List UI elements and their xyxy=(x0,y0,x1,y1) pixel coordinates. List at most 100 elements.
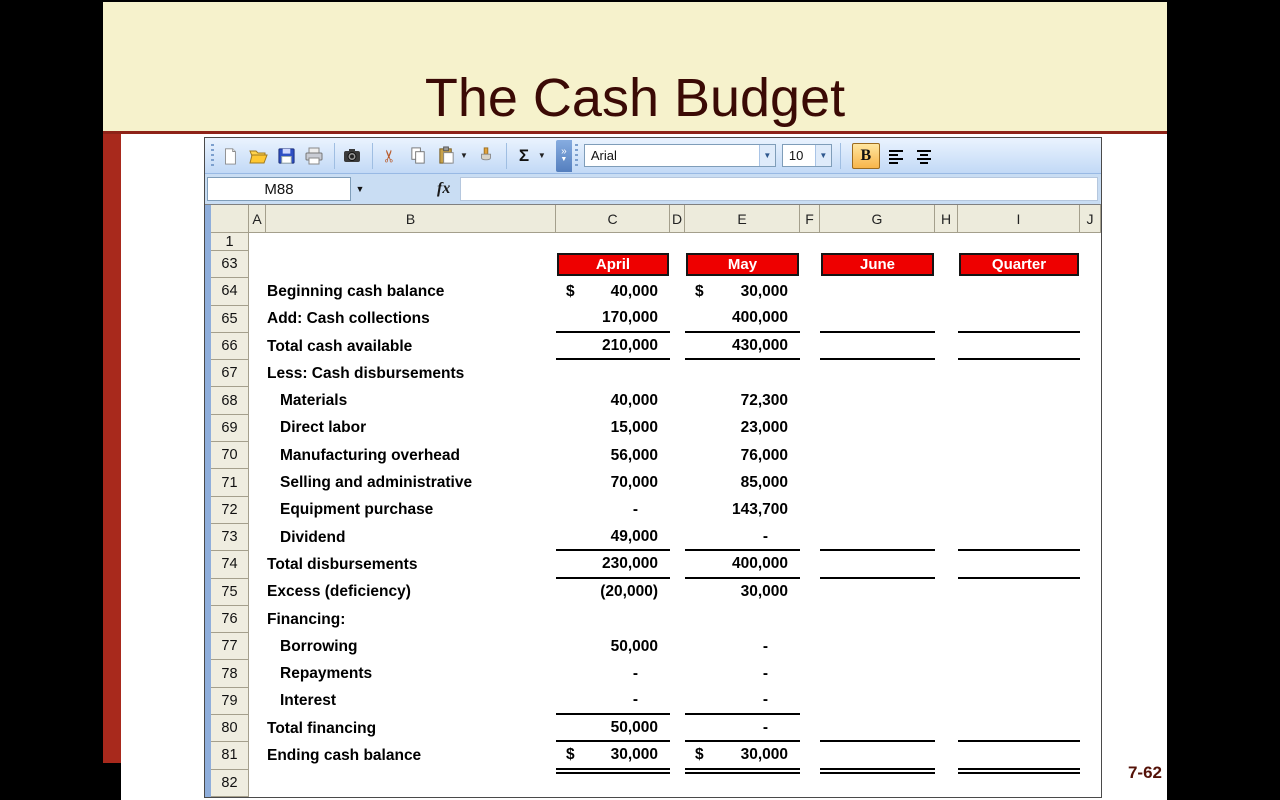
sheet-cell[interactable] xyxy=(1080,660,1101,687)
sheet-cell[interactable] xyxy=(820,415,935,442)
sheet-cell[interactable] xyxy=(1080,333,1101,360)
sheet-cell[interactable] xyxy=(1080,306,1101,333)
sheet-cell[interactable] xyxy=(958,360,1080,387)
column-header-cell[interactable]: D xyxy=(670,205,685,233)
sheet-cell[interactable] xyxy=(820,606,935,633)
sheet-cell[interactable]: - xyxy=(556,660,670,687)
sheet-cell-label[interactable]: Selling and administrative xyxy=(280,474,473,492)
row-header-cell[interactable]: 69 xyxy=(211,414,249,443)
sheet-cell[interactable] xyxy=(820,715,935,743)
sheet-cell[interactable]: $30,000 xyxy=(685,742,800,774)
sheet-cell[interactable] xyxy=(958,579,1080,606)
month-header-box[interactable]: June xyxy=(821,253,934,276)
sheet-cell[interactable] xyxy=(820,333,935,361)
font-name-dropdown-arrow[interactable]: ▼ xyxy=(758,145,775,166)
sheet-cell[interactable] xyxy=(935,524,958,551)
font-size-dropdown-arrow[interactable]: ▼ xyxy=(814,145,831,166)
sheet-cell[interactable] xyxy=(670,415,685,442)
sheet-cell[interactable] xyxy=(670,579,685,606)
sheet-cell[interactable] xyxy=(800,306,820,333)
sheet-cell[interactable] xyxy=(958,497,1080,524)
toolbar-options-button[interactable]: » ▼ xyxy=(555,139,572,172)
row-header-cell[interactable]: 78 xyxy=(211,660,249,688)
sheet-cell[interactable] xyxy=(1080,387,1101,414)
sheet-cell[interactable] xyxy=(556,606,670,633)
sheet-cell[interactable]: May xyxy=(685,251,800,278)
select-all-corner[interactable] xyxy=(211,205,249,233)
sheet-cell-label[interactable]: Direct labor xyxy=(280,419,367,437)
sheet-cell[interactable]: - xyxy=(556,497,670,524)
sheet-cell[interactable] xyxy=(958,524,1080,552)
sheet-cell[interactable] xyxy=(820,306,935,333)
sheet-cell[interactable] xyxy=(800,742,820,769)
sheet-cell[interactable] xyxy=(1080,633,1101,660)
sheet-cell[interactable]: 40,000 xyxy=(556,387,670,414)
sheet-cell[interactable] xyxy=(820,660,935,687)
sheet-cell[interactable] xyxy=(800,606,820,633)
row-header-cell[interactable]: 72 xyxy=(211,496,249,524)
toolbar-drag-handle[interactable] xyxy=(574,143,578,168)
sheet-cell-label[interactable]: Repayments xyxy=(280,665,373,683)
sheet-cell[interactable] xyxy=(958,715,1080,743)
sheet-cell[interactable]: 23,000 xyxy=(685,415,800,442)
sheet-cell[interactable] xyxy=(1080,360,1101,387)
sheet-cell[interactable] xyxy=(935,469,958,496)
sheet-cell-label[interactable]: Manufacturing overhead xyxy=(280,446,460,464)
sheet-cell-label[interactable]: Dividend xyxy=(280,528,346,546)
sheet-cell-label[interactable] xyxy=(249,770,556,797)
sheet-cell[interactable]: - xyxy=(556,688,670,716)
sheet-cell[interactable] xyxy=(1080,524,1101,551)
sheet-cell[interactable] xyxy=(958,415,1080,442)
sheet-cell[interactable] xyxy=(670,387,685,414)
sheet-cell[interactable] xyxy=(958,770,1080,797)
sheet-cell[interactable] xyxy=(800,579,820,606)
toolbar-drag-handle[interactable] xyxy=(211,143,214,168)
sheet-cell[interactable] xyxy=(556,360,670,387)
sheet-cell[interactable] xyxy=(800,660,820,687)
month-header-box[interactable]: Quarter xyxy=(959,253,1079,276)
sheet-cell[interactable] xyxy=(670,360,685,387)
sheet-cell[interactable] xyxy=(800,551,820,578)
sheet-cell[interactable] xyxy=(670,306,685,333)
sheet-cell[interactable] xyxy=(1080,606,1101,633)
sheet-cell[interactable] xyxy=(935,497,958,524)
sheet-cell[interactable]: 50,000 xyxy=(556,633,670,660)
row-header-cell[interactable]: 73 xyxy=(211,523,249,552)
sheet-cell[interactable] xyxy=(935,688,958,715)
sheet-cell[interactable]: 70,000 xyxy=(556,469,670,496)
paste-icon[interactable] xyxy=(436,146,456,166)
insert-function-icon[interactable]: fx xyxy=(437,180,451,197)
sheet-cell-label[interactable] xyxy=(249,251,556,278)
sheet-cell[interactable] xyxy=(958,633,1080,660)
sheet-cell[interactable]: 49,000 xyxy=(556,524,670,552)
month-header-box[interactable]: April xyxy=(557,253,669,276)
sheet-cell[interactable]: 15,000 xyxy=(556,415,670,442)
sheet-cell[interactable]: $40,000 xyxy=(556,278,670,305)
sheet-cell[interactable] xyxy=(935,306,958,333)
sheet-cell[interactable] xyxy=(685,360,800,387)
row-header-cell[interactable]: 76 xyxy=(211,605,249,634)
sheet-cell[interactable] xyxy=(1080,688,1101,715)
sheet-cell[interactable] xyxy=(820,524,935,552)
column-header-cell[interactable]: A xyxy=(249,205,266,233)
sheet-cell[interactable]: - xyxy=(685,715,800,743)
sheet-cell[interactable] xyxy=(820,633,935,660)
sheet-cell[interactable] xyxy=(935,278,958,305)
sheet-cell[interactable]: 30,000 xyxy=(685,579,800,606)
sheet-cell[interactable]: June xyxy=(820,251,935,278)
month-header-box[interactable]: May xyxy=(686,253,799,276)
sheet-cell[interactable] xyxy=(800,469,820,496)
sheet-cell[interactable]: 56,000 xyxy=(556,442,670,469)
row-header-cell[interactable]: 79 xyxy=(211,687,249,716)
row-header-cell[interactable]: 74 xyxy=(211,551,249,579)
sheet-cell[interactable] xyxy=(958,469,1080,496)
sheet-cell[interactable] xyxy=(1080,742,1101,769)
sheet-cell-label[interactable]: Less: Cash disbursements xyxy=(267,364,465,382)
paste-dropdown-arrow[interactable]: ▼ xyxy=(460,151,468,160)
sheet-cell[interactable]: 72,300 xyxy=(685,387,800,414)
sheet-cell[interactable] xyxy=(670,770,685,797)
sheet-cell-label[interactable]: Borrowing xyxy=(280,637,358,655)
sheet-cell-label[interactable]: Interest xyxy=(280,692,336,710)
sheet-cell[interactable] xyxy=(958,442,1080,469)
sheet-cell[interactable] xyxy=(670,442,685,469)
